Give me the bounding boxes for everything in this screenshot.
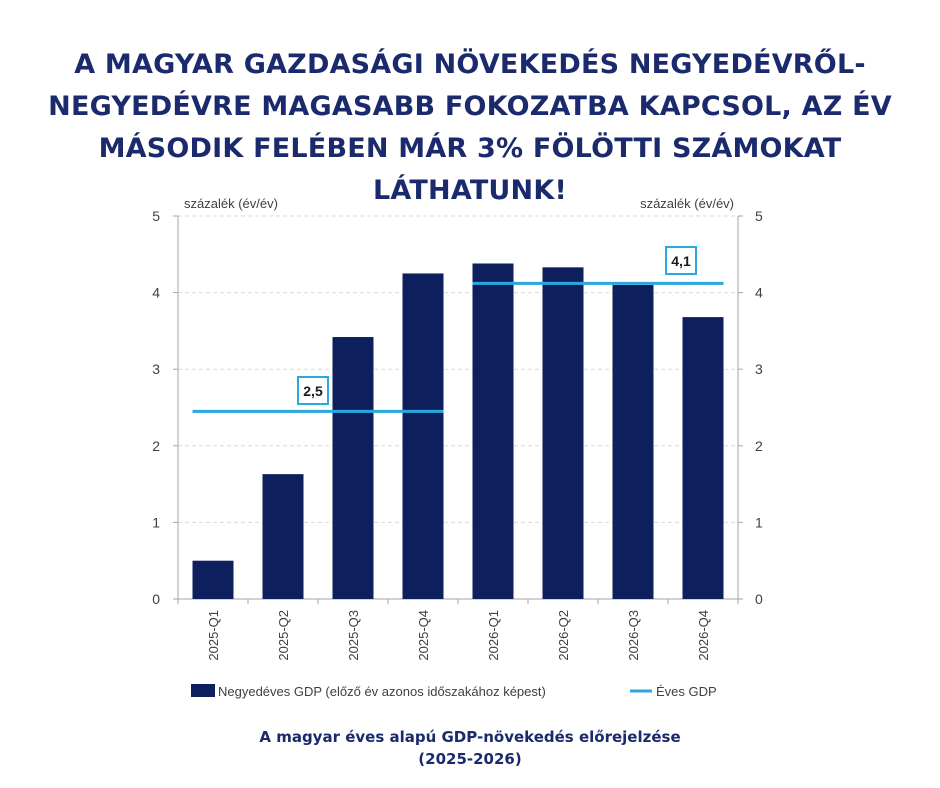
bar-2026-Q3	[612, 284, 654, 599]
legend-label-bars: Negyedéves GDP (előző év azonos időszaká…	[218, 684, 546, 699]
y-tick-label-right: 3	[755, 361, 763, 377]
headline: A MAGYAR GAZDASÁGI NÖVEKEDÉS NEGYEDÉVRŐL…	[10, 44, 930, 212]
y-tick-label-left: 4	[152, 285, 160, 301]
bar-2025-Q4	[402, 273, 444, 599]
x-tick-label: 2026-Q4	[696, 610, 711, 661]
x-tick-label: 2025-Q3	[346, 610, 361, 661]
y-tick-label-left: 5	[152, 208, 160, 224]
chart-caption: A magyar éves alapú GDP-növekedés előrej…	[0, 726, 940, 770]
x-tick-label: 2025-Q1	[206, 610, 221, 661]
y-axis-label-left: százalék (év/év)	[184, 196, 278, 211]
annual-gdp-label-1: 2,5	[303, 383, 323, 399]
caption-line-2: (2025-2026)	[418, 750, 522, 768]
bar-2025-Q3	[332, 337, 374, 599]
y-axis-label-right: százalék (év/év)	[640, 196, 734, 211]
y-tick-label-left: 1	[152, 514, 160, 530]
y-tick-label-right: 1	[755, 514, 763, 530]
bar-2026-Q4	[682, 317, 724, 599]
annual-gdp-label-box-1	[297, 376, 329, 405]
y-tick-label-left: 2	[152, 438, 160, 454]
headline-line-1: A MAGYAR GAZDASÁGI NÖVEKEDÉS NEGYEDÉVRŐL…	[74, 49, 866, 80]
gdp-chart: 0 0 1 1 2 2 3 3 4 4 5 5 százalék (év/év) százalék (év…	[152, 196, 763, 699]
x-tick-label: 2025-Q2	[276, 610, 291, 661]
caption-line-1: A magyar éves alapú GDP-növekedés előrej…	[259, 728, 681, 746]
bar-2026-Q2	[542, 267, 584, 599]
bar-2025-Q2	[262, 474, 304, 599]
x-tick-label: 2026-Q1	[486, 610, 501, 661]
x-tick-label: 2025-Q4	[416, 610, 431, 661]
bar-2026-Q1	[472, 263, 514, 599]
annual-gdp-label-box-2	[665, 246, 697, 275]
x-tick-label: 2026-Q2	[556, 610, 571, 661]
y-tick-label-right: 5	[755, 208, 763, 224]
x-tick-label: 2026-Q3	[626, 610, 641, 661]
y-tick-label-left: 3	[152, 361, 160, 377]
headline-line-2: NEGYEDÉVRE MAGASABB FOKOZATBA KAPCSOL, A…	[48, 91, 892, 122]
y-tick-label-right: 2	[755, 438, 763, 454]
annual-gdp-label-2: 4,1	[671, 253, 691, 269]
legend-label-line: Éves GDP	[656, 684, 717, 699]
headline-line-3: MÁSODIK FELÉBEN MÁR 3% FÖLÖTTI SZÁMOKAT …	[98, 133, 842, 206]
bar-2025-Q1	[192, 560, 234, 599]
y-tick-label-right: 0	[755, 591, 763, 607]
y-tick-label-right: 4	[755, 285, 763, 301]
legend-swatch-bars	[191, 684, 215, 697]
y-tick-label-left: 0	[152, 591, 160, 607]
